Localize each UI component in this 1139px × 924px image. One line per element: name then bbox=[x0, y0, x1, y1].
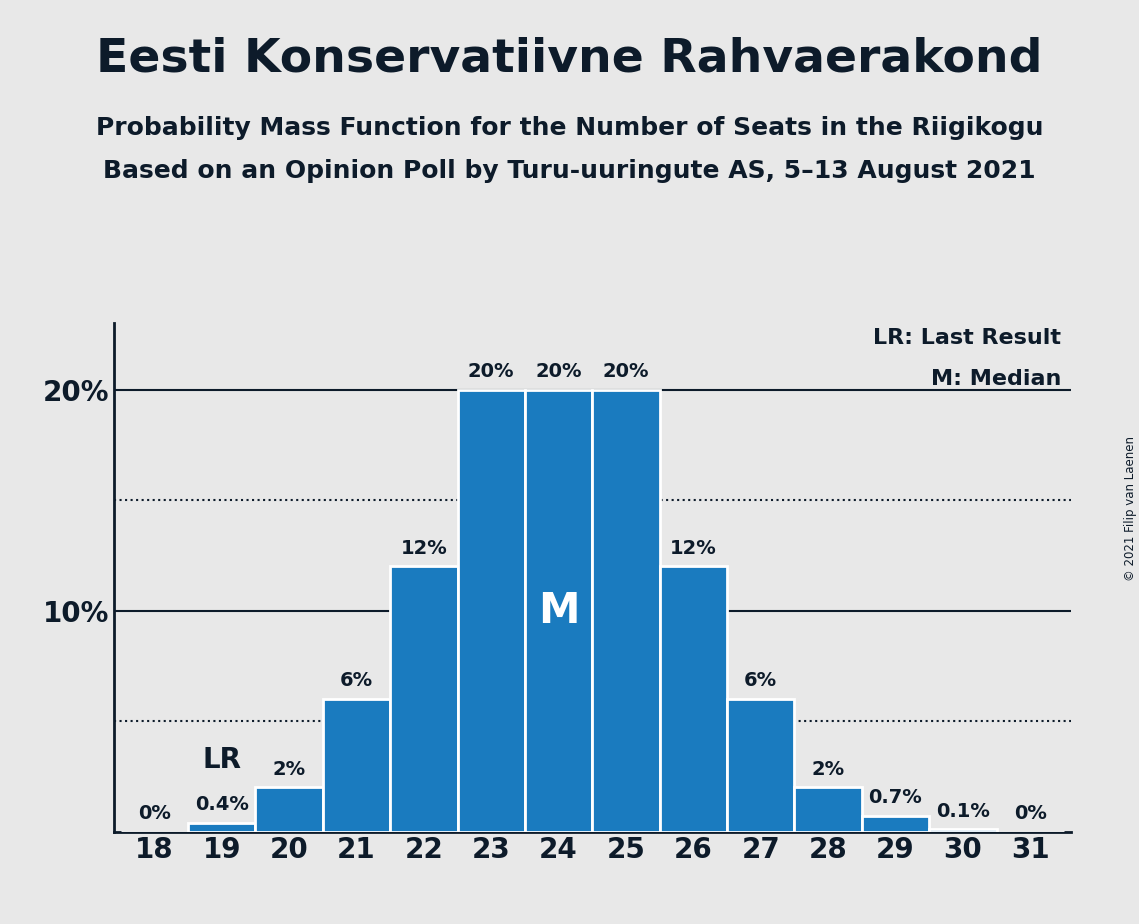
Bar bbox=[255, 787, 322, 832]
Text: 0.7%: 0.7% bbox=[869, 788, 923, 808]
Bar bbox=[794, 787, 862, 832]
Bar bbox=[458, 390, 525, 832]
Text: 20%: 20% bbox=[535, 362, 582, 381]
Bar bbox=[322, 699, 391, 832]
Text: M: Median: M: Median bbox=[931, 369, 1062, 389]
Text: 12%: 12% bbox=[670, 539, 716, 557]
Text: 6%: 6% bbox=[339, 671, 372, 690]
Bar bbox=[659, 566, 727, 832]
Text: LR: Last Result: LR: Last Result bbox=[874, 328, 1062, 348]
Text: 0.1%: 0.1% bbox=[936, 801, 990, 821]
Text: Based on an Opinion Poll by Turu-uuringute AS, 5–13 August 2021: Based on an Opinion Poll by Turu-uuringu… bbox=[104, 159, 1035, 183]
Text: 12%: 12% bbox=[401, 539, 448, 557]
Text: 6%: 6% bbox=[744, 671, 777, 690]
Text: LR: LR bbox=[203, 747, 241, 774]
Text: 0%: 0% bbox=[1014, 804, 1047, 822]
Bar bbox=[592, 390, 659, 832]
Bar bbox=[188, 822, 255, 832]
Text: 0%: 0% bbox=[138, 804, 171, 822]
Text: 2%: 2% bbox=[812, 760, 845, 779]
Text: 2%: 2% bbox=[272, 760, 305, 779]
Bar bbox=[929, 830, 997, 832]
Text: 20%: 20% bbox=[468, 362, 515, 381]
Text: M: M bbox=[538, 590, 580, 632]
Text: Eesti Konservatiivne Rahvaerakond: Eesti Konservatiivne Rahvaerakond bbox=[97, 37, 1042, 82]
Bar bbox=[862, 816, 929, 832]
Text: 20%: 20% bbox=[603, 362, 649, 381]
Bar bbox=[525, 390, 592, 832]
Text: Probability Mass Function for the Number of Seats in the Riigikogu: Probability Mass Function for the Number… bbox=[96, 116, 1043, 140]
Bar bbox=[727, 699, 794, 832]
Text: © 2021 Filip van Laenen: © 2021 Filip van Laenen bbox=[1124, 436, 1137, 580]
Text: 0.4%: 0.4% bbox=[195, 795, 248, 814]
Bar bbox=[391, 566, 458, 832]
